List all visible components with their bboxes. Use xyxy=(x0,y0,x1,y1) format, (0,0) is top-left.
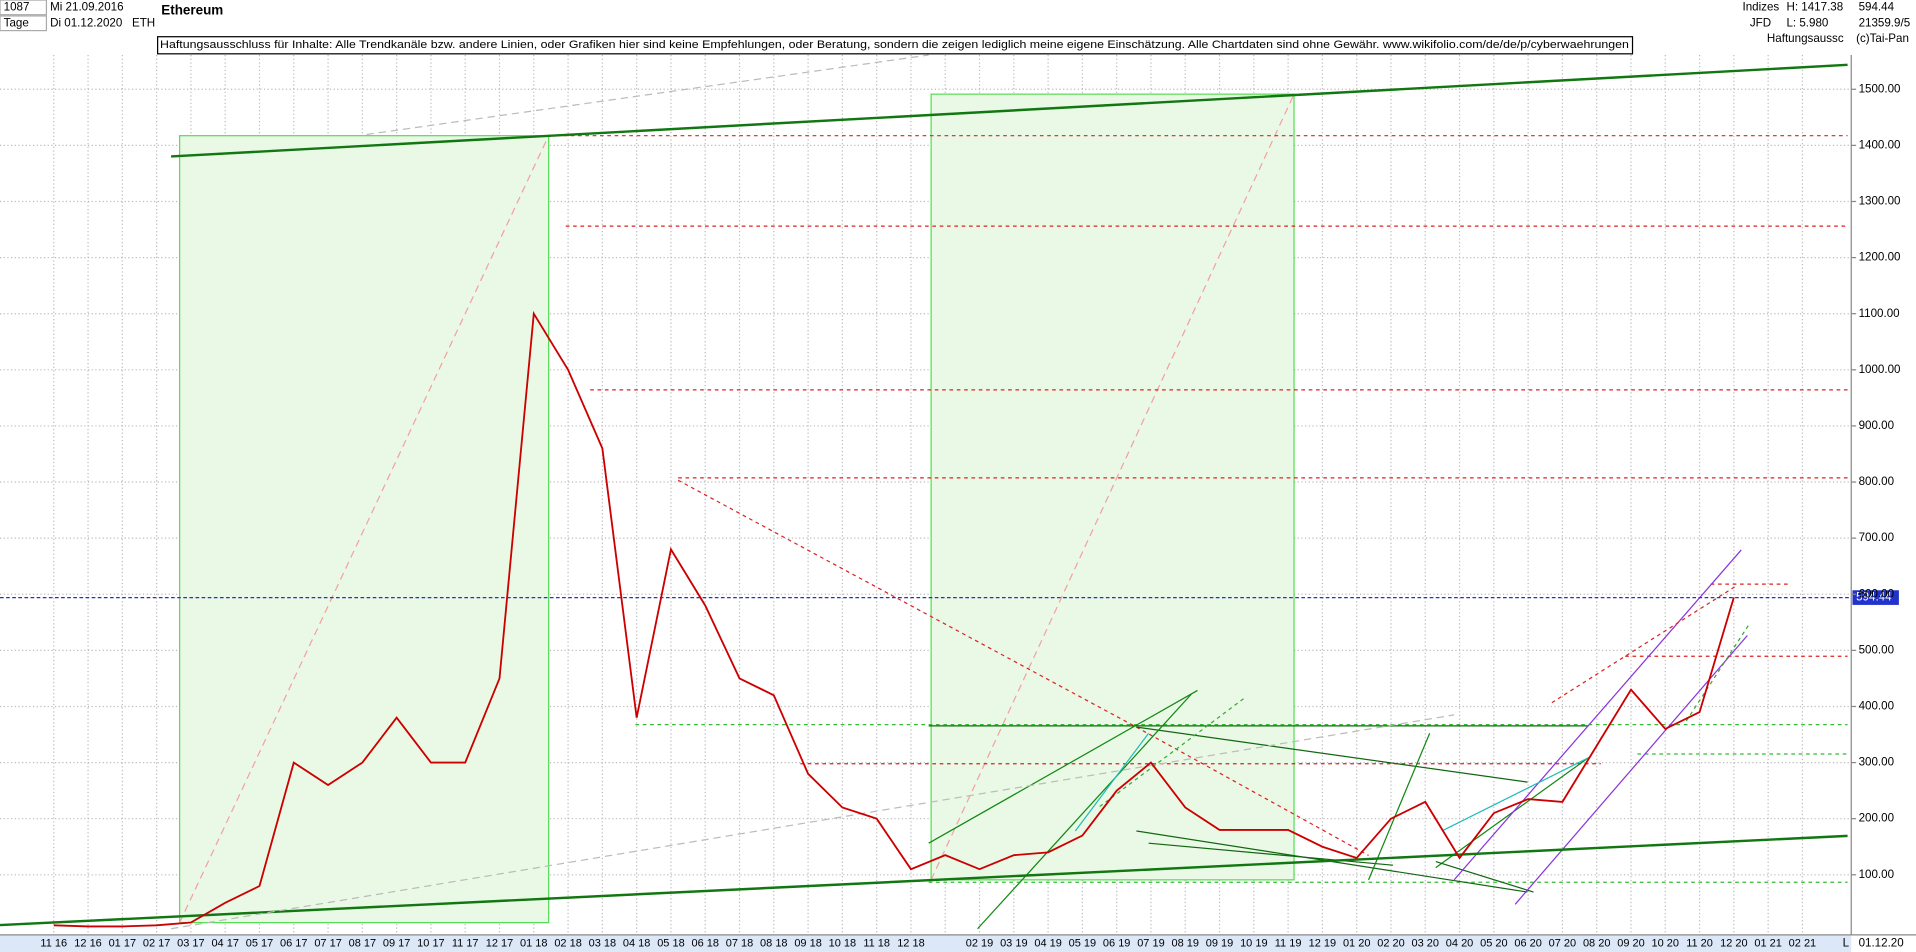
y-tick-label: 100.00 xyxy=(1859,868,1894,881)
x-tick-label: 06 18 xyxy=(691,937,719,949)
x-tick-label: 07 17 xyxy=(314,937,342,949)
y-tick-label: 900.00 xyxy=(1859,419,1894,432)
x-tick-label: 04 19 xyxy=(1034,937,1062,949)
x-tick-label: 03 18 xyxy=(589,937,617,949)
x-tick-label: 01 20 xyxy=(1343,937,1371,949)
x-tick-label: 11 16 xyxy=(40,937,67,949)
y-tick-label: 400.00 xyxy=(1859,700,1894,713)
low: L: 5.980 xyxy=(1786,16,1828,29)
count: 1087 xyxy=(4,0,30,13)
x-tick-label: 08 20 xyxy=(1583,937,1611,949)
x-tick-label: 05 17 xyxy=(246,937,273,949)
x-tick-label: 12 17 xyxy=(486,937,513,949)
x-tick-label: 12 20 xyxy=(1720,937,1748,949)
x-tick-label: 01 21 xyxy=(1754,937,1782,949)
y-tick-label: 200.00 xyxy=(1859,812,1894,825)
y-tick-label: 300.00 xyxy=(1859,756,1894,769)
x-tick-label: 09 18 xyxy=(794,937,822,949)
x-tick-label: 01 17 xyxy=(109,937,136,949)
count-box[interactable] xyxy=(0,0,48,16)
x-tick-label: 03 17 xyxy=(177,937,205,949)
x-tick-label: 09 17 xyxy=(383,937,411,949)
end-date: Di 01.12.2020 xyxy=(50,16,122,29)
y-tick-label: 1200.00 xyxy=(1859,251,1901,264)
x-tick-label: 08 19 xyxy=(1172,937,1200,949)
x-tick-label: 09 20 xyxy=(1617,937,1645,949)
y-tick-label: 1000.00 xyxy=(1859,363,1901,376)
x-tick-label: 02 19 xyxy=(966,937,994,949)
x-tick-label: 11 19 xyxy=(1275,937,1302,949)
x-tick-label: 09 19 xyxy=(1206,937,1234,949)
x-tick-label: 04 20 xyxy=(1446,937,1474,949)
x-tick-label: 10 18 xyxy=(829,937,857,949)
disclaimer-short: Haftungsaussc xyxy=(1767,32,1844,45)
footer-date: 01.12.20 xyxy=(1859,936,1904,949)
y-tick-label: 500.00 xyxy=(1859,643,1894,656)
x-tick-label: 08 18 xyxy=(760,937,788,949)
x-tick-label: 06 20 xyxy=(1514,937,1542,949)
x-tick-label: 02 20 xyxy=(1377,937,1405,949)
x-tick-label: 07 19 xyxy=(1137,937,1165,949)
chart-title: Ethereum xyxy=(161,3,223,18)
group: Indizes xyxy=(1742,0,1779,13)
x-tick-label: 05 20 xyxy=(1480,937,1508,949)
x-tick-label: 11 18 xyxy=(863,937,890,949)
x-tick-label: 08 17 xyxy=(349,937,377,949)
x-tick-label: 05 19 xyxy=(1069,937,1097,949)
price-tag-label: 594.44 xyxy=(1856,591,1892,604)
high: H: 1417.38 xyxy=(1786,0,1843,13)
last: 594.44 xyxy=(1859,0,1895,13)
x-tick-label: 07 18 xyxy=(726,937,754,949)
footer-mode: L xyxy=(1843,936,1850,949)
period: Tage xyxy=(4,16,29,29)
x-tick-label: 04 18 xyxy=(623,937,651,949)
y-tick-label: 700.00 xyxy=(1859,531,1894,544)
disclaimer-box xyxy=(157,36,1634,55)
x-tick-label: 10 19 xyxy=(1240,937,1268,949)
price-tag xyxy=(1852,590,1899,605)
x-tick-label: 11 17 xyxy=(452,937,479,949)
x-tick-label: 10 20 xyxy=(1652,937,1680,949)
volume: 21359.9/5 xyxy=(1859,16,1911,29)
strip xyxy=(0,934,1852,952)
y-tick-label: 600.00 xyxy=(1859,587,1894,600)
x-tick-label: 02 17 xyxy=(143,937,171,949)
symbol: ETH xyxy=(132,16,155,29)
x-tick-label: 12 16 xyxy=(74,937,102,949)
x-tick-label: 05 18 xyxy=(657,937,685,949)
x-tick-label: 01 18 xyxy=(520,937,548,949)
x-tick-label: 02 21 xyxy=(1789,937,1817,949)
x-tick-label: 10 17 xyxy=(417,937,445,949)
x-tick-label: 12 18 xyxy=(897,937,925,949)
period-box[interactable] xyxy=(0,15,48,32)
x-tick-label: 12 19 xyxy=(1309,937,1337,949)
disclaimer: Haftungsausschluss für Inhalte: Alle Tre… xyxy=(160,39,1629,51)
x-tick-label: 02 18 xyxy=(554,937,582,949)
price-line xyxy=(53,310,1735,928)
start-date: Mi 21.09.2016 xyxy=(50,0,123,13)
y-tick-label: 1100.00 xyxy=(1859,307,1900,320)
x-tick-label: 06 17 xyxy=(280,937,308,949)
x-tick-label: 11 20 xyxy=(1686,937,1713,949)
y-tick-label: 1300.00 xyxy=(1859,195,1901,208)
y-tick-label: 1400.00 xyxy=(1859,138,1901,151)
x-tick-label: 04 17 xyxy=(211,937,239,949)
x-tick-label: 07 20 xyxy=(1549,937,1577,949)
x-tick-label: 06 19 xyxy=(1103,937,1131,949)
source: JFD xyxy=(1750,16,1771,29)
copyright: (c)Tai-Pan xyxy=(1856,32,1909,45)
y-tick-label: 1500.00 xyxy=(1859,82,1901,95)
x-tick-label: 03 20 xyxy=(1412,937,1440,949)
y-tick-label: 800.00 xyxy=(1859,475,1894,488)
x-tick-label: 03 19 xyxy=(1000,937,1028,949)
analysis-drawings xyxy=(0,54,1848,930)
